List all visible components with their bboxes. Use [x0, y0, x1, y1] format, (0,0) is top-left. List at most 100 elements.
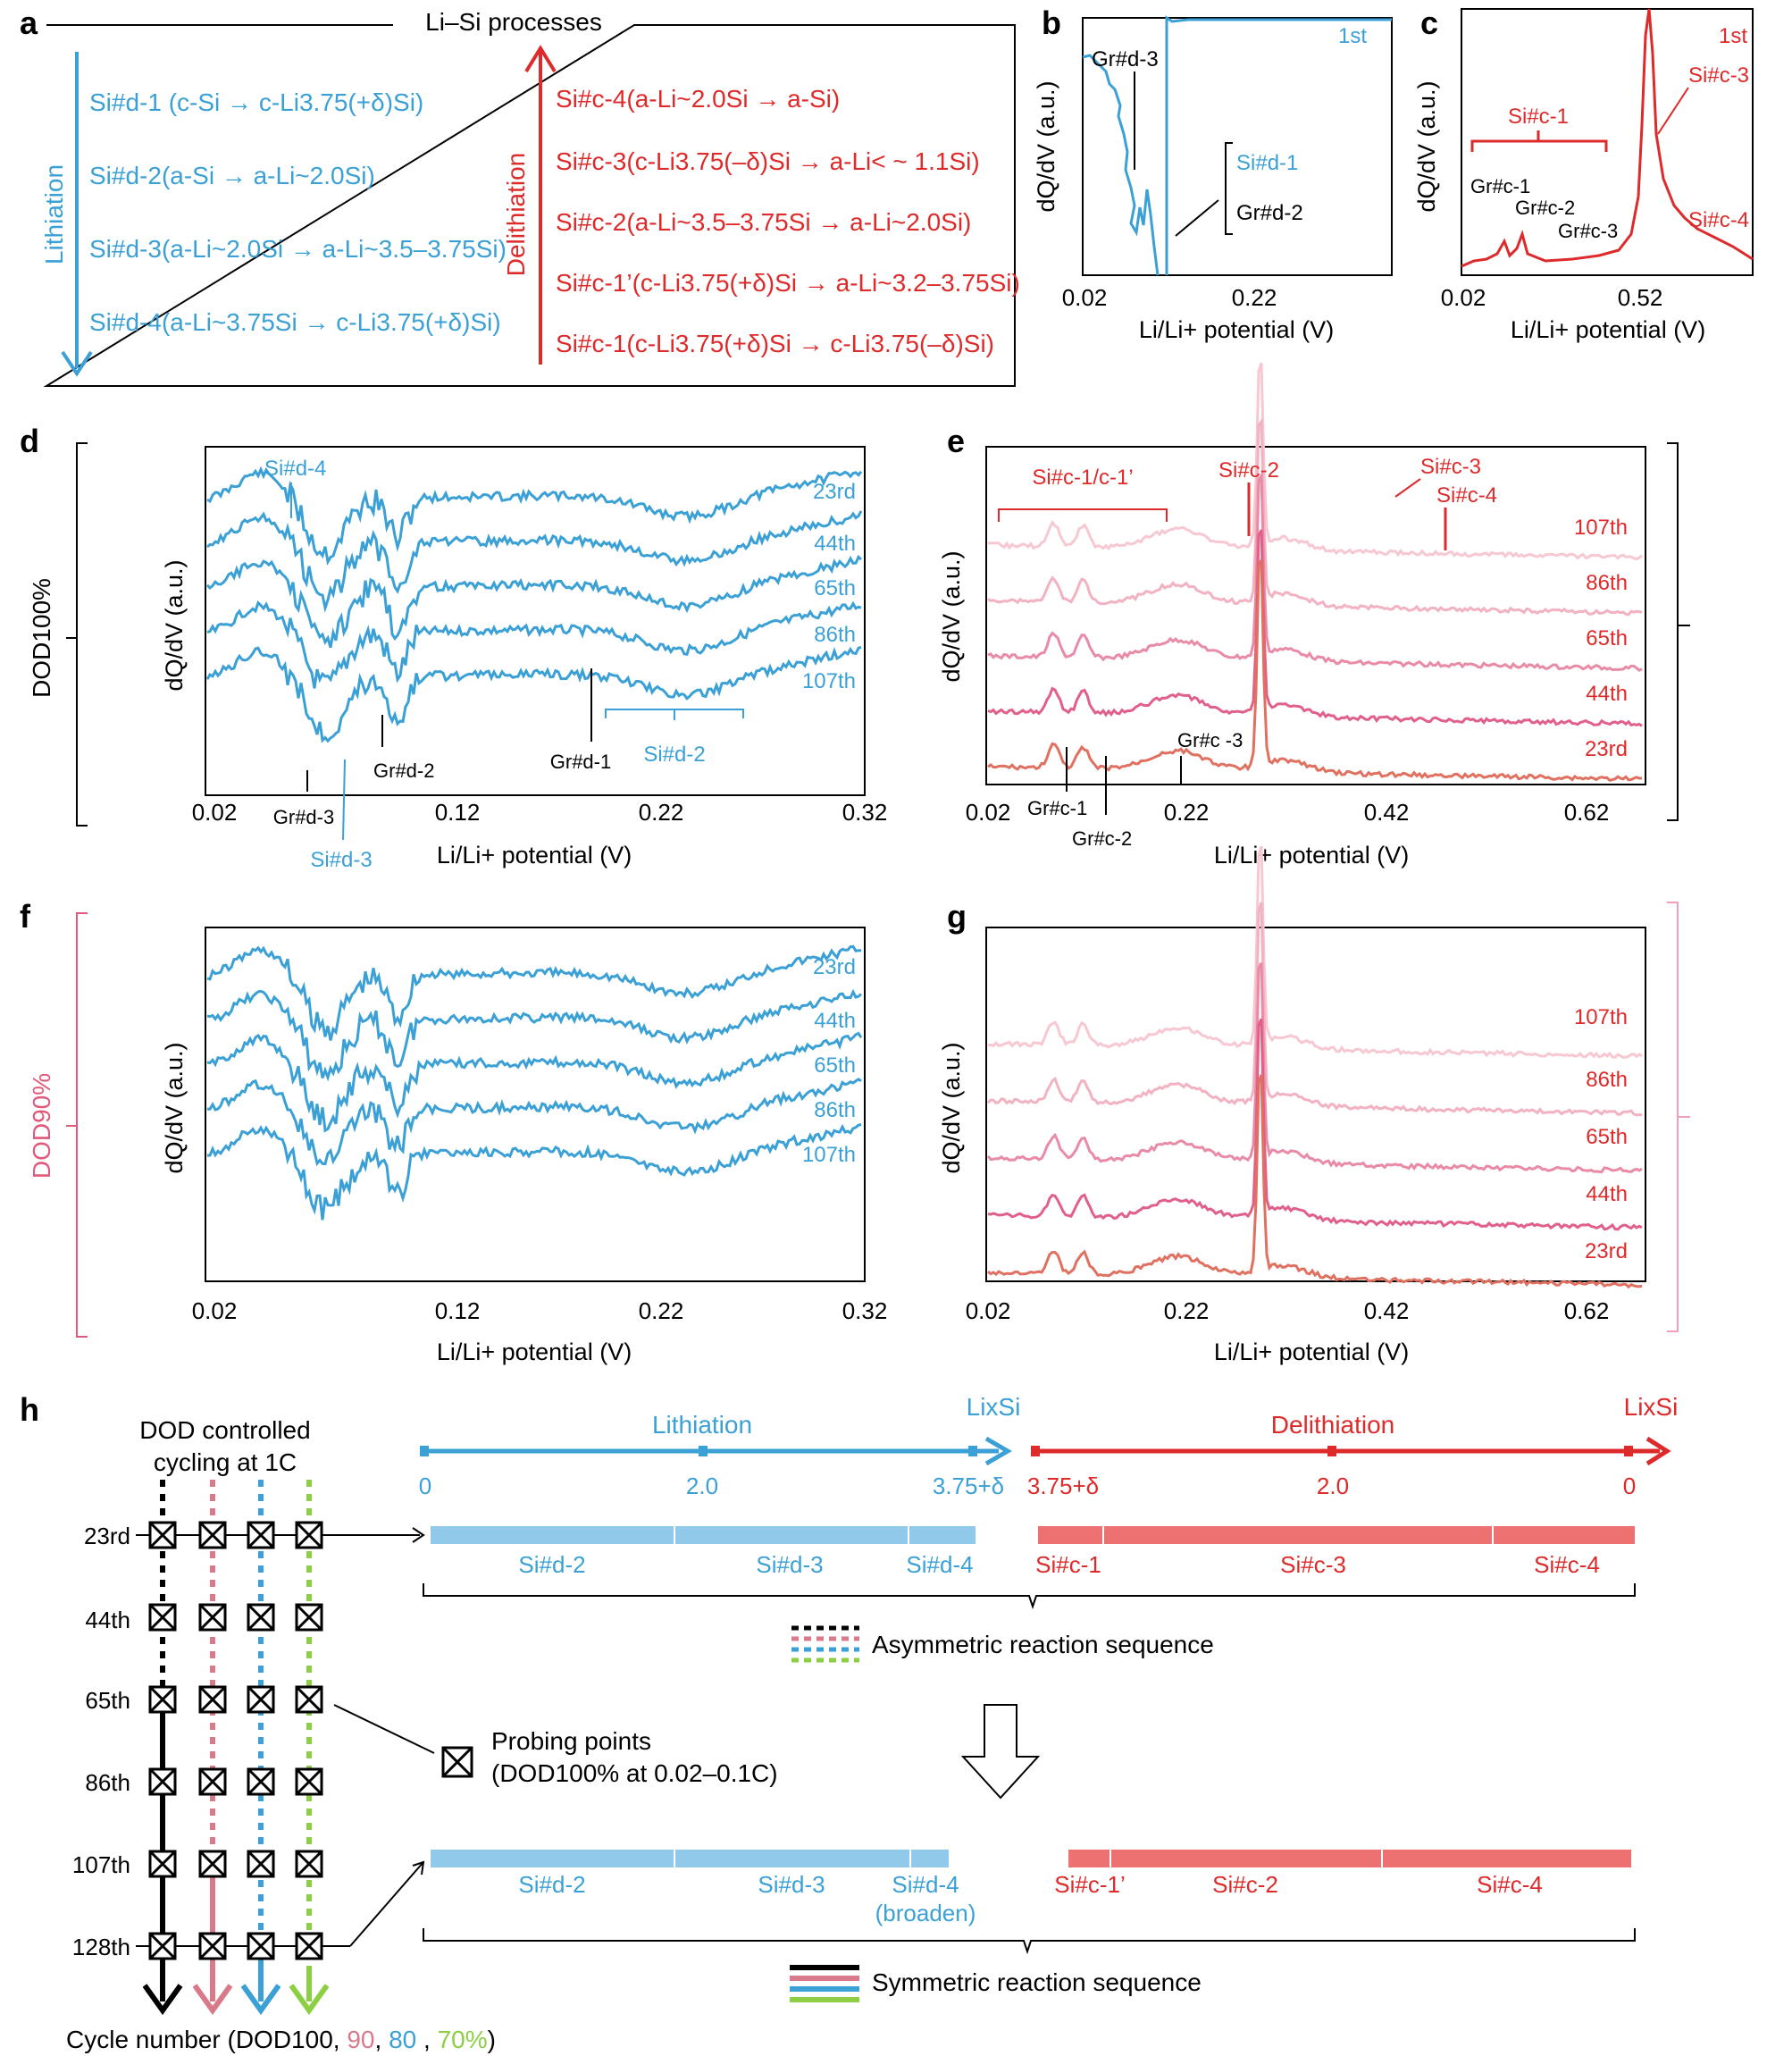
panel-g-tick-1: 0.22: [1164, 1297, 1210, 1324]
probe-box-r3-c2: [247, 1767, 275, 1796]
delith-tick-label-2: 0: [1623, 1473, 1636, 1499]
e-curves-trace-0: [987, 362, 1644, 561]
panel-d-si-d-3-tick: [342, 759, 346, 841]
panel-b-tick-1: 0.22: [1232, 284, 1277, 311]
panel-e-gr-c-1: Gr#c-1: [1027, 797, 1087, 819]
panel-e-si-c-1-bracket: [998, 508, 1168, 522]
panel-c-cycle: 1st: [1719, 24, 1747, 48]
probe-box-r1-c2: [247, 1603, 275, 1632]
panel-c-frame: [1461, 8, 1754, 276]
panel-e-tick-3: 0.62: [1564, 799, 1610, 826]
dod90-bracket: [76, 912, 88, 1338]
panel-d-tick-3: 0.32: [842, 799, 888, 826]
panel-f-label: f: [20, 898, 31, 935]
panel-e-cycle-0: 107th: [1574, 516, 1628, 540]
bottom-sequence: Si#d-2 Si#d-3 Si#d-4 (broaden) Si#c-1’ S…: [423, 1850, 1636, 1955]
panel-d-si-d-4: Si#d-4: [264, 457, 326, 481]
panel-e-ylabel: dQ/dV (a.u.): [938, 550, 965, 682]
panel-g-curves: [986, 845, 1643, 1289]
panel-b-frame: [1082, 17, 1393, 276]
dod90-arrowhead: [192, 1984, 233, 2016]
panel-c-bracket: [1470, 139, 1608, 152]
panel-f-frame: [205, 927, 866, 1282]
delithiation-axis-arrowhead: [1645, 1436, 1671, 1466]
panel-c-ylabel: dQ/dV (a.u.): [1413, 80, 1440, 212]
panel-f-cycle-3: 86th: [814, 1098, 856, 1122]
probe-box-r0-c1: [198, 1521, 227, 1549]
panel-d-si-d-2: Si#d-2: [643, 743, 705, 767]
panel-f-ylabel: dQ/dV (a.u.): [161, 1042, 188, 1173]
lithiation-arrowhead: [61, 350, 93, 377]
footer-prefix: Cycle number (DOD100,: [66, 2026, 347, 2053]
delith-item-5: Si#c-1(c-Li3.75(+δ)Si → c-Li3.75(–δ)Si): [556, 330, 994, 357]
panel-d-xlabel: Li/Li+ potential (V): [437, 842, 632, 869]
top-si-c-1: Si#c-1: [1035, 1551, 1101, 1578]
panel-e-si-c-1: Si#c-1/c-1’: [1032, 466, 1133, 490]
delithiation-title: Delithiation: [1271, 1411, 1395, 1439]
panel-e-tick-2: 0.42: [1364, 799, 1410, 826]
panel-b-si-d-1: Si#d-1: [1236, 151, 1298, 175]
lith-tick-2: [968, 1446, 977, 1456]
bottom-seg-si-c-1p: [1068, 1850, 1110, 1867]
panel-e: e dQ/dV (a.u.) 0.02 0.22 0.42 0.62 Li/Li…: [938, 362, 1690, 869]
probe-box-r5-c3: [295, 1932, 323, 1960]
panel-f-cycle-0: 23rd: [813, 955, 856, 979]
top-si-d-3: Si#d-3: [756, 1551, 823, 1578]
delith-tick-label-0: 3.75+δ: [1027, 1473, 1099, 1499]
panel-e-cycle-2: 65th: [1586, 626, 1628, 650]
panel-d-tick-2: 0.22: [639, 799, 684, 826]
delith-tick-1: [1327, 1446, 1336, 1456]
f-curves-trace-1: [206, 988, 863, 1082]
probe-box-r0-c0: [148, 1521, 177, 1549]
probe-box-r5-c2: [247, 1932, 275, 1960]
panel-g-tick-3: 0.62: [1564, 1297, 1610, 1324]
bottom-seg-si-d-4: [911, 1850, 949, 1867]
bottom-si-d-2: Si#d-2: [518, 1871, 585, 1898]
row-128-arrowhead: [412, 1860, 425, 1876]
bottom-si-c-4: Si#c-4: [1477, 1871, 1543, 1898]
panel-b-tick-0: 0.02: [1062, 284, 1108, 311]
f-curves-trace-0: [206, 944, 861, 1041]
delith-tick-2: [1624, 1446, 1633, 1456]
panel-c-si-c-4: Si#c-4: [1688, 208, 1749, 232]
probe-box-r0-c2: [247, 1521, 275, 1549]
top-sequence: Si#d-2 Si#d-3 Si#d-4 Si#c-1 Si#c-3 Si#c-…: [423, 1526, 1636, 1610]
panel-b-cycle: 1st: [1338, 24, 1367, 48]
panel-c-label: c: [1420, 4, 1438, 41]
panel-b-label: b: [1042, 4, 1061, 41]
g-curves-trace-4: [987, 1074, 1643, 1289]
delith-item-4: Si#c-1’(c-Li3.75(+δ)Si → a-Li~3.2–3.75Si…: [556, 269, 1020, 297]
delith-item-3: Si#c-2(a-Li~3.5–3.75Si → a-Li~2.0Si): [556, 208, 971, 236]
panel-c: c dQ/dV (a.u.) 0.02 0.52 Li/Li+ potentia…: [1413, 4, 1754, 343]
transition-arrow: [960, 1704, 1041, 1800]
panel-d-frame: [205, 446, 866, 796]
panel-c-gr-c-3: Gr#c-3: [1558, 220, 1618, 242]
probe-legend-2: (DOD100% at 0.02–0.1C): [491, 1759, 778, 1787]
panel-b-gr-d-2: Gr#d-2: [1236, 201, 1303, 225]
panel-c-xlabel: Li/Li+ potential (V): [1511, 316, 1705, 343]
panel-e-tick-1: 0.22: [1164, 799, 1210, 826]
lith-tick-label-2: 3.75+δ: [933, 1473, 1004, 1499]
footer-70: 70%: [438, 2026, 488, 2053]
panel-e-si-c-3: Si#c-3: [1420, 455, 1481, 479]
panel-g-right-bracket: [1667, 902, 1679, 1332]
panel-d-cycle-1: 44th: [814, 532, 856, 556]
panel-g-xlabel: Li/Li+ potential (V): [1214, 1338, 1409, 1365]
panel-g: g dQ/dV (a.u.) 0.02 0.22 0.42 0.62 Li/Li…: [938, 845, 1690, 1365]
bottom-si-d-3: Si#d-3: [758, 1871, 825, 1898]
probe-box-r5-c1: [198, 1932, 227, 1960]
probe-box-r4-c2: [247, 1850, 275, 1878]
panel-b-curve: [1082, 15, 1392, 276]
panel-b-xlabel: Li/Li+ potential (V): [1139, 316, 1334, 343]
top-si-c-3: Si#c-3: [1280, 1551, 1346, 1578]
f-curves-trace-4: [206, 1123, 862, 1221]
dod100-label: DOD100%: [28, 578, 55, 698]
panel-a-frame: [43, 24, 1016, 387]
panel-b-ylabel: dQ/dV (a.u.): [1033, 80, 1059, 212]
panel-e-label: e: [947, 423, 965, 459]
probe-box-r2-c1: [198, 1685, 227, 1714]
f-curves-trace-3: [206, 1078, 862, 1167]
panel-c-tick-1: 0.52: [1618, 284, 1663, 311]
panel-f-tick-0: 0.02: [192, 1297, 238, 1324]
bottom-si-c-1p: Si#c-1’: [1054, 1871, 1125, 1898]
